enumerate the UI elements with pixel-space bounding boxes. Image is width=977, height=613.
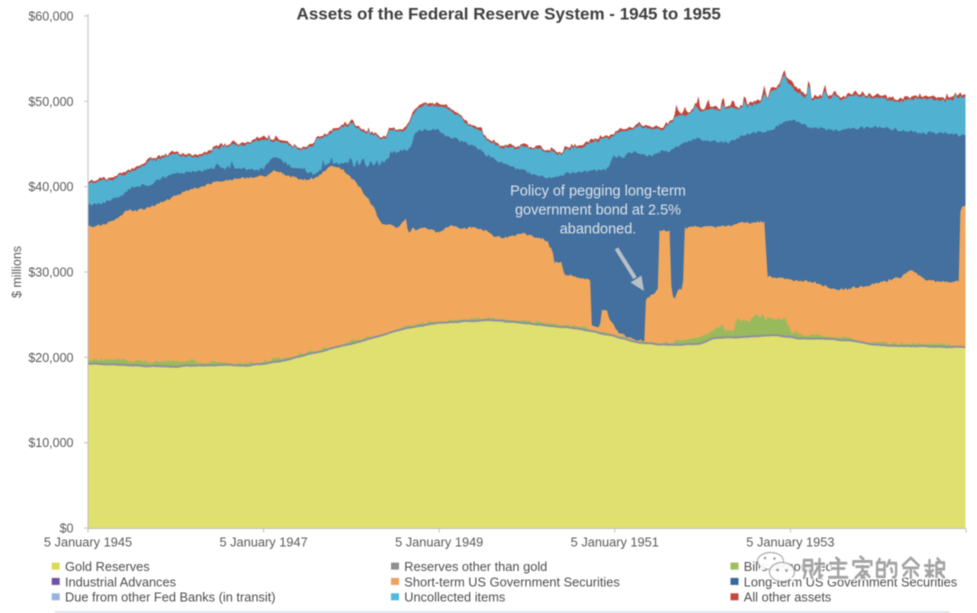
svg-text:Assets of the Federal Reserve: Assets of the Federal Reserve System - 1…: [297, 5, 721, 24]
svg-text:Due from other Fed Banks (in t: Due from other Fed Banks (in transit): [65, 590, 276, 605]
svg-text:$20,000: $20,000: [28, 351, 73, 365]
svg-text:$40,000: $40,000: [28, 180, 73, 194]
svg-text:5 January 1949: 5 January 1949: [395, 535, 483, 550]
svg-text:$60,000: $60,000: [28, 10, 73, 24]
svg-text:Reserves other than gold: Reserves other than gold: [404, 559, 547, 574]
svg-text:government bond at 2.5%: government bond at 2.5%: [515, 203, 681, 219]
svg-text:$0: $0: [60, 522, 74, 536]
svg-text:Policy of pegging long-term: Policy of pegging long-term: [510, 184, 686, 200]
svg-text:$30,000: $30,000: [28, 266, 73, 280]
svg-text:5 January 1951: 5 January 1951: [571, 535, 659, 550]
svg-text:5 January 1945: 5 January 1945: [44, 535, 132, 550]
svg-text:Short-term US Government Secur: Short-term US Government Securities: [404, 574, 620, 589]
svg-text:Uncollected items: Uncollected items: [404, 590, 505, 605]
svg-text:5 January 1947: 5 January 1947: [219, 535, 307, 550]
svg-text:$50,000: $50,000: [28, 95, 73, 109]
svg-text:All other assets: All other assets: [744, 590, 832, 605]
svg-text:abandoned.: abandoned.: [560, 222, 637, 238]
svg-text:Gold Reserves: Gold Reserves: [65, 559, 150, 574]
svg-text:$ millions: $ millions: [10, 246, 24, 298]
svg-text:$10,000: $10,000: [28, 436, 73, 450]
svg-text:5 January 1953: 5 January 1953: [746, 535, 834, 550]
svg-text:Industrial Advances: Industrial Advances: [65, 574, 176, 589]
